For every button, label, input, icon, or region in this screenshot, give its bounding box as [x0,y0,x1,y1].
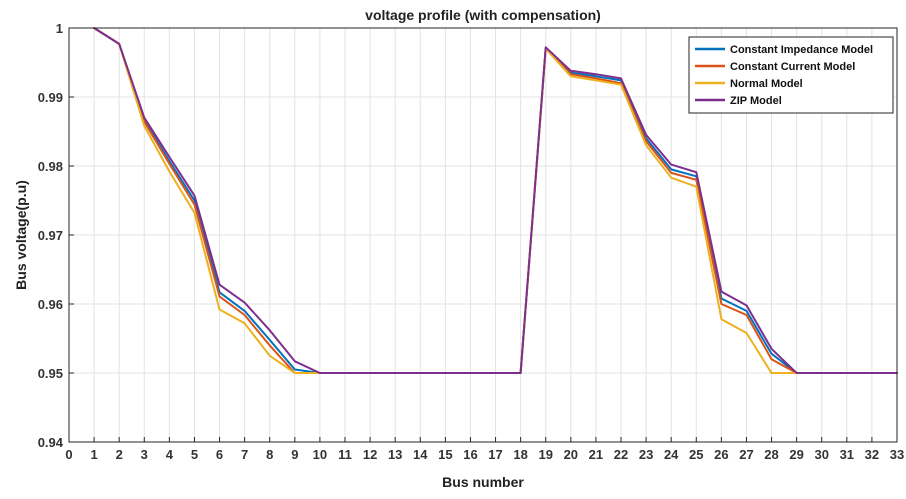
x-tick-label: 26 [714,447,728,462]
x-tick-label: 13 [388,447,402,462]
x-tick-label: 31 [840,447,854,462]
x-axis-label: Bus number [442,474,524,490]
y-tick-label: 0.97 [38,228,63,243]
x-tick-label: 7 [241,447,248,462]
chart-title: voltage profile (with compensation) [365,7,601,23]
x-tick-label: 21 [589,447,603,462]
y-tick-label: 0.94 [38,435,64,450]
x-tick-label: 23 [639,447,653,462]
series-line-4 [93,27,898,374]
x-tick-label: 27 [739,447,753,462]
x-tick-label: 3 [141,447,148,462]
y-tick-label: 0.95 [38,366,63,381]
x-tick-label: 17 [488,447,502,462]
legend-entry-label: Constant Impedance Model [730,44,873,56]
x-tick-label: 24 [664,447,679,462]
y-tick-label: 0.99 [38,90,63,105]
x-tick-label: 19 [538,447,552,462]
legend-entry-label: ZIP Model [730,95,782,107]
x-tick-label: 4 [166,447,174,462]
x-tick-label: 2 [116,447,123,462]
x-tick-label: 20 [564,447,578,462]
y-axis-label: Bus voltage(p.u) [13,180,29,290]
x-tick-label: 29 [789,447,803,462]
legend-entry-label: Normal Model [730,78,803,90]
x-tick-label: 9 [291,447,298,462]
x-tick-label: 30 [814,447,828,462]
axis-ticks: 0 1 2 3 4 5 6 7 8 9 10 11 12 13 14 15 16 17 18 19 20 21 22 23 24… [38,21,905,462]
x-tick-label: 8 [266,447,273,462]
y-tick-label: 0.98 [38,159,63,174]
x-tick-label: 0 [65,447,72,462]
legend-entry-label: Constant Current Model [730,61,855,73]
x-tick-label: 14 [413,447,428,462]
x-tick-label: 5 [191,447,198,462]
x-tick-label: 10 [313,447,327,462]
x-tick-label: 25 [689,447,703,462]
x-tick-label: 12 [363,447,377,462]
x-tick-label: 22 [614,447,628,462]
y-tick-label: 0.96 [38,297,63,312]
x-tick-label: 6 [216,447,223,462]
x-tick-label: 33 [890,447,904,462]
x-tick-label: 32 [865,447,879,462]
x-tick-label: 11 [338,447,352,462]
x-tick-label: 16 [463,447,477,462]
y-tick-label: 1 [56,21,63,36]
legend: Constant Impedance Model Constant Current… [688,36,894,114]
x-tick-label: 15 [438,447,452,462]
x-tick-label: 1 [90,447,97,462]
series-lines [93,27,898,374]
x-tick-label: 28 [764,447,778,462]
x-tick-label: 18 [513,447,527,462]
